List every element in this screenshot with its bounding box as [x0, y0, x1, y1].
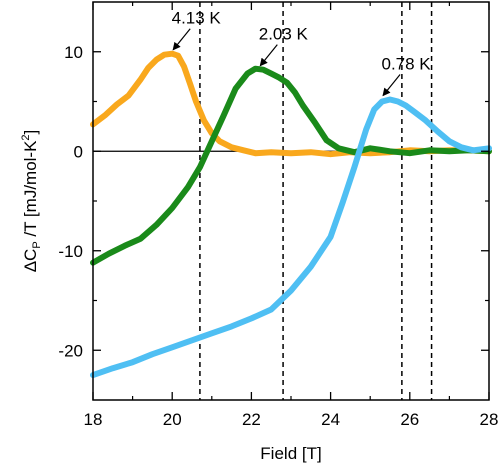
y-axis-title-subscript: P: [31, 241, 43, 248]
y-axis-title: ΔCP /T [mJ/mol-K2]: [20, 130, 43, 273]
y-axis-title-suffix: ]: [21, 130, 40, 135]
x-axis-title: Field [T]: [260, 444, 321, 463]
tick-layer: [92, 2, 490, 400]
annotation-label: 0.78 K: [382, 55, 432, 74]
x-tick-label: 28: [480, 410, 499, 429]
annotation-label: 2.03 K: [259, 25, 309, 44]
x-tick-label: 22: [242, 410, 261, 429]
annotation-arrow: [172, 28, 191, 51]
series-layer: [90, 50, 492, 379]
tick-label-layer: 18 20 22 24 26 28 -20 -10 0 10: [58, 43, 498, 429]
y-axis-title-superscript: 2: [20, 134, 32, 140]
x-tick-label: 20: [163, 410, 182, 429]
annotation-layer: 4.13 K 2.03 K 0.78 K: [172, 9, 432, 97]
x-tick-label: 18: [84, 410, 103, 429]
y-axis-title-middle: /T [mJ/mol-K: [21, 140, 40, 241]
y-tick-label: 0: [74, 142, 83, 161]
x-tick-label: 26: [400, 410, 419, 429]
y-tick-label: 10: [64, 43, 83, 62]
annotation-arrow: [382, 74, 401, 97]
annotation-arrow: [259, 44, 278, 67]
y-axis-title-main: ΔC: [21, 249, 40, 273]
y-tick-label: -20: [58, 341, 83, 360]
x-tick-label: 24: [321, 410, 340, 429]
vertical-marker-layer: [199, 2, 433, 400]
annotation-label: 4.13 K: [172, 9, 222, 28]
series-line-3: [90, 96, 492, 379]
series-line-2: [90, 65, 492, 266]
y-tick-label: -10: [58, 242, 83, 261]
